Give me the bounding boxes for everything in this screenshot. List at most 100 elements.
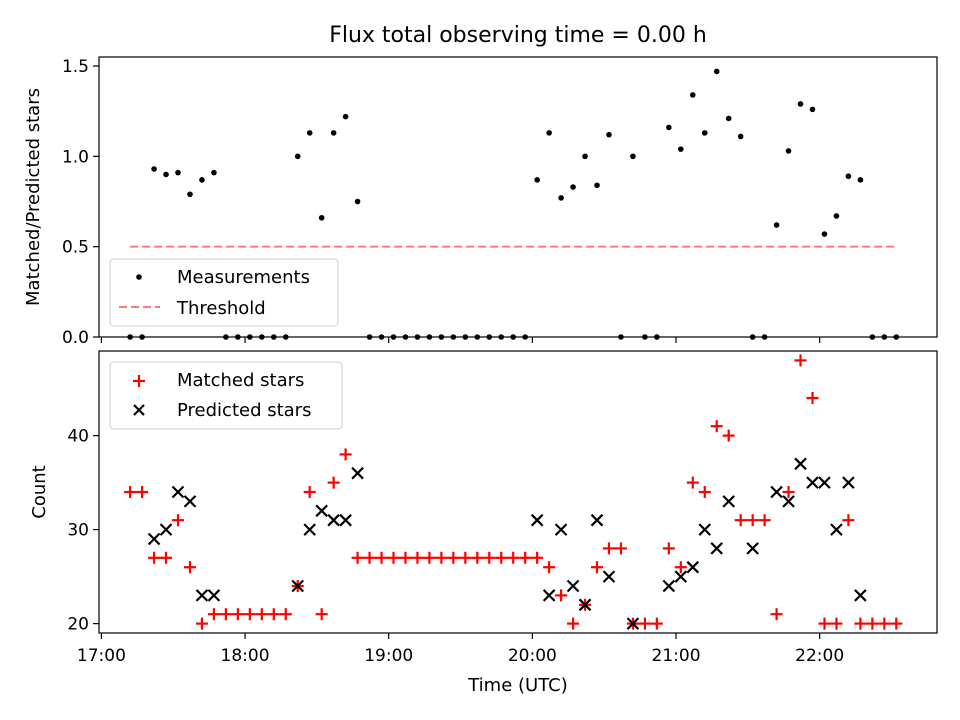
point-predicted-stars xyxy=(602,570,616,583)
legend-label-matched-stars: Matched stars xyxy=(177,370,304,391)
point-measurements xyxy=(199,177,205,183)
top-y-axis-label: Matched/Predicted stars xyxy=(23,88,44,306)
point-matched-stars xyxy=(818,617,831,630)
point-matched-stars xyxy=(136,486,149,498)
point-matched-stars xyxy=(591,561,604,574)
point-measurements xyxy=(534,177,540,183)
point-predicted-stars xyxy=(315,504,328,518)
point-matched-stars xyxy=(423,551,436,564)
point-matched-stars xyxy=(387,551,400,564)
point-matched-stars xyxy=(662,542,675,555)
point-predicted-stars xyxy=(782,495,795,508)
bottom-y-tick-label: 30 xyxy=(67,521,89,541)
point-matched-stars xyxy=(854,617,867,630)
point-predicted-stars xyxy=(566,579,580,593)
point-matched-stars xyxy=(219,608,232,621)
point-measurements xyxy=(689,92,696,98)
top-y-tick-label: 1.5 xyxy=(62,57,89,77)
x-tick-label: 20:00 xyxy=(508,646,557,666)
top-panel: 0.0 0.5 1.0 1.5 Matched/Predicted stars Mea… xyxy=(23,56,938,348)
point-measurements xyxy=(187,191,193,198)
point-predicted-stars xyxy=(183,495,197,508)
point-matched-stars xyxy=(806,392,819,404)
bottom-panel: 17:00 18:00 19:00 20:00 21:00 22:00 20 30 40 Cou… xyxy=(29,350,938,696)
point-matched-stars xyxy=(722,429,735,442)
point-measurements xyxy=(582,153,588,160)
point-predicted-stars xyxy=(842,476,855,489)
point-measurements xyxy=(857,177,864,183)
bottom-data-marks xyxy=(124,354,903,630)
point-measurements xyxy=(725,115,732,122)
point-predicted-stars xyxy=(339,513,352,527)
point-predicted-stars xyxy=(806,476,819,489)
point-predicted-stars xyxy=(171,485,185,499)
legend-label-predicted-stars: Predicted stars xyxy=(177,400,311,421)
point-measurements xyxy=(713,68,720,75)
point-measurements xyxy=(606,131,612,138)
point-matched-stars xyxy=(507,551,520,564)
point-measurements xyxy=(294,153,301,160)
point-matched-stars xyxy=(411,551,424,564)
top-plot-frame xyxy=(98,56,938,338)
point-measurements xyxy=(318,214,325,221)
point-matched-stars xyxy=(650,617,663,630)
point-predicted-stars xyxy=(147,532,161,546)
bottom-legend: Matched stars Predicted stars xyxy=(109,361,343,430)
point-measurements xyxy=(630,153,636,160)
point-predicted-stars xyxy=(327,513,340,527)
point-matched-stars xyxy=(638,617,651,630)
legend-marker-predicted-stars xyxy=(133,404,145,416)
point-measurements xyxy=(342,113,349,120)
point-matched-stars xyxy=(243,608,256,621)
point-matched-stars xyxy=(519,551,532,564)
point-matched-stars xyxy=(794,354,807,367)
point-matched-stars xyxy=(674,561,687,574)
point-measurements xyxy=(330,130,337,136)
point-matched-stars xyxy=(686,476,699,489)
point-predicted-stars xyxy=(746,542,759,555)
point-matched-stars xyxy=(435,551,448,564)
legend-label-measurements: Measurements xyxy=(177,267,310,288)
point-predicted-stars xyxy=(818,476,831,489)
point-matched-stars xyxy=(866,617,879,630)
point-matched-stars xyxy=(399,551,412,564)
point-measurements xyxy=(306,130,313,136)
chart-title: Flux total observing time = 0.00 h xyxy=(329,23,707,48)
point-predicted-stars xyxy=(854,589,867,602)
point-matched-stars xyxy=(602,542,615,555)
point-predicted-stars xyxy=(195,589,209,602)
point-predicted-stars xyxy=(770,485,783,499)
point-matched-stars xyxy=(459,551,472,564)
point-matched-stars xyxy=(567,617,580,630)
point-matched-stars xyxy=(351,551,364,564)
point-predicted-stars xyxy=(530,513,544,527)
point-matched-stars xyxy=(231,608,244,621)
legend-marker-measurements xyxy=(136,274,142,280)
point-measurements xyxy=(773,222,780,228)
point-matched-stars xyxy=(782,486,795,498)
point-predicted-stars xyxy=(674,570,688,583)
point-matched-stars xyxy=(160,551,173,564)
point-measurements xyxy=(570,184,576,190)
top-y-tick-label: 0.0 xyxy=(62,328,89,348)
point-matched-stars xyxy=(710,420,723,433)
point-matched-stars xyxy=(758,514,771,527)
point-measurements xyxy=(797,101,804,107)
legend-marker-matched-stars xyxy=(133,375,145,387)
x-axis-label: Time (UTC) xyxy=(467,675,568,696)
point-measurements xyxy=(558,195,564,201)
point-matched-stars xyxy=(303,486,316,498)
point-matched-stars xyxy=(327,476,340,489)
point-matched-stars xyxy=(447,551,460,564)
point-predicted-stars xyxy=(698,523,712,536)
bottom-legend-box xyxy=(109,361,343,430)
point-predicted-stars xyxy=(590,513,604,527)
point-matched-stars xyxy=(315,608,328,621)
point-predicted-stars xyxy=(794,457,807,471)
point-matched-stars xyxy=(734,514,747,527)
x-tick-label: 17:00 xyxy=(77,646,126,666)
point-matched-stars xyxy=(770,608,783,621)
point-matched-stars xyxy=(148,551,161,564)
point-matched-stars xyxy=(495,551,508,564)
point-measurements xyxy=(175,169,181,176)
